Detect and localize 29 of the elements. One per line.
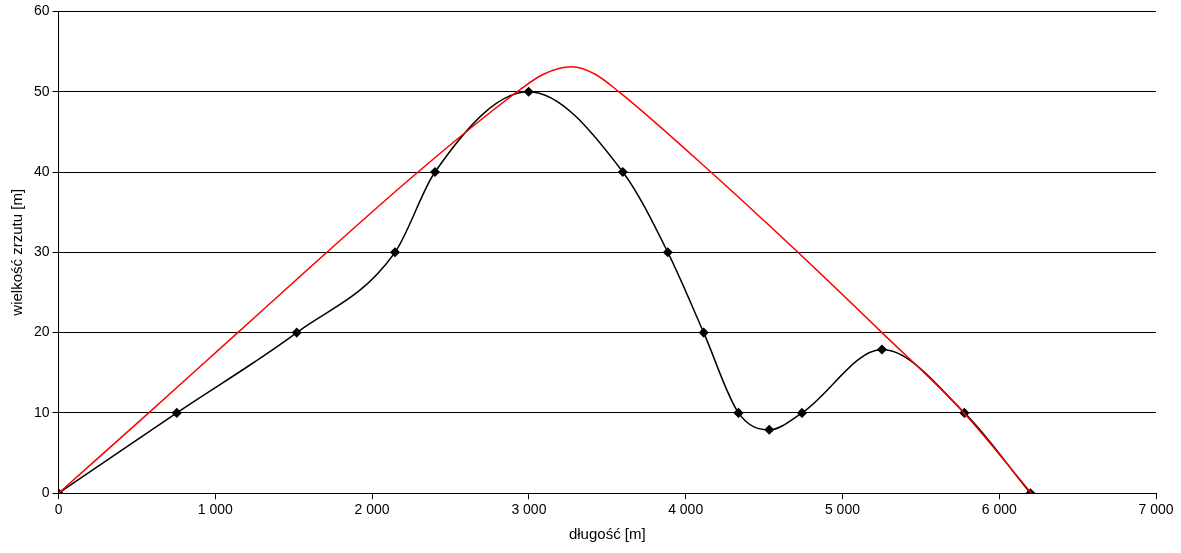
x-tick-label: 0 bbox=[54, 501, 63, 518]
point bbox=[523, 86, 534, 97]
x-tick-label: 2 000 bbox=[354, 501, 390, 518]
y-axis-title: wielkość zrzutu [m] bbox=[8, 188, 26, 317]
point bbox=[663, 247, 673, 258]
point bbox=[172, 408, 182, 418]
y-tick-label: 60 bbox=[33, 2, 50, 19]
y-tick-label: 10 bbox=[33, 403, 50, 420]
x-tick-label: 4 000 bbox=[668, 501, 704, 518]
point bbox=[698, 327, 709, 338]
point bbox=[733, 408, 744, 418]
x-tick-label: 6 000 bbox=[981, 501, 1017, 518]
point bbox=[430, 167, 440, 177]
x-tick-label: 1 000 bbox=[197, 501, 234, 518]
point bbox=[291, 327, 302, 338]
point bbox=[764, 425, 774, 435]
y-tick-label: 0 bbox=[41, 484, 50, 501]
y-tick-label: 20 bbox=[33, 323, 50, 340]
point bbox=[797, 408, 807, 418]
x-axis-title: długość [m] bbox=[568, 525, 646, 543]
x-tick-label: 7 000 bbox=[1138, 501, 1174, 518]
x-tick-label: 3 000 bbox=[511, 501, 547, 518]
point bbox=[877, 344, 887, 355]
x-tick-label: 5 000 bbox=[824, 501, 861, 518]
point bbox=[390, 247, 400, 258]
y-tick-label: 50 bbox=[33, 82, 50, 99]
point bbox=[618, 167, 628, 177]
y-tick-label: 40 bbox=[33, 162, 50, 179]
y-tick-label: 30 bbox=[33, 243, 50, 260]
